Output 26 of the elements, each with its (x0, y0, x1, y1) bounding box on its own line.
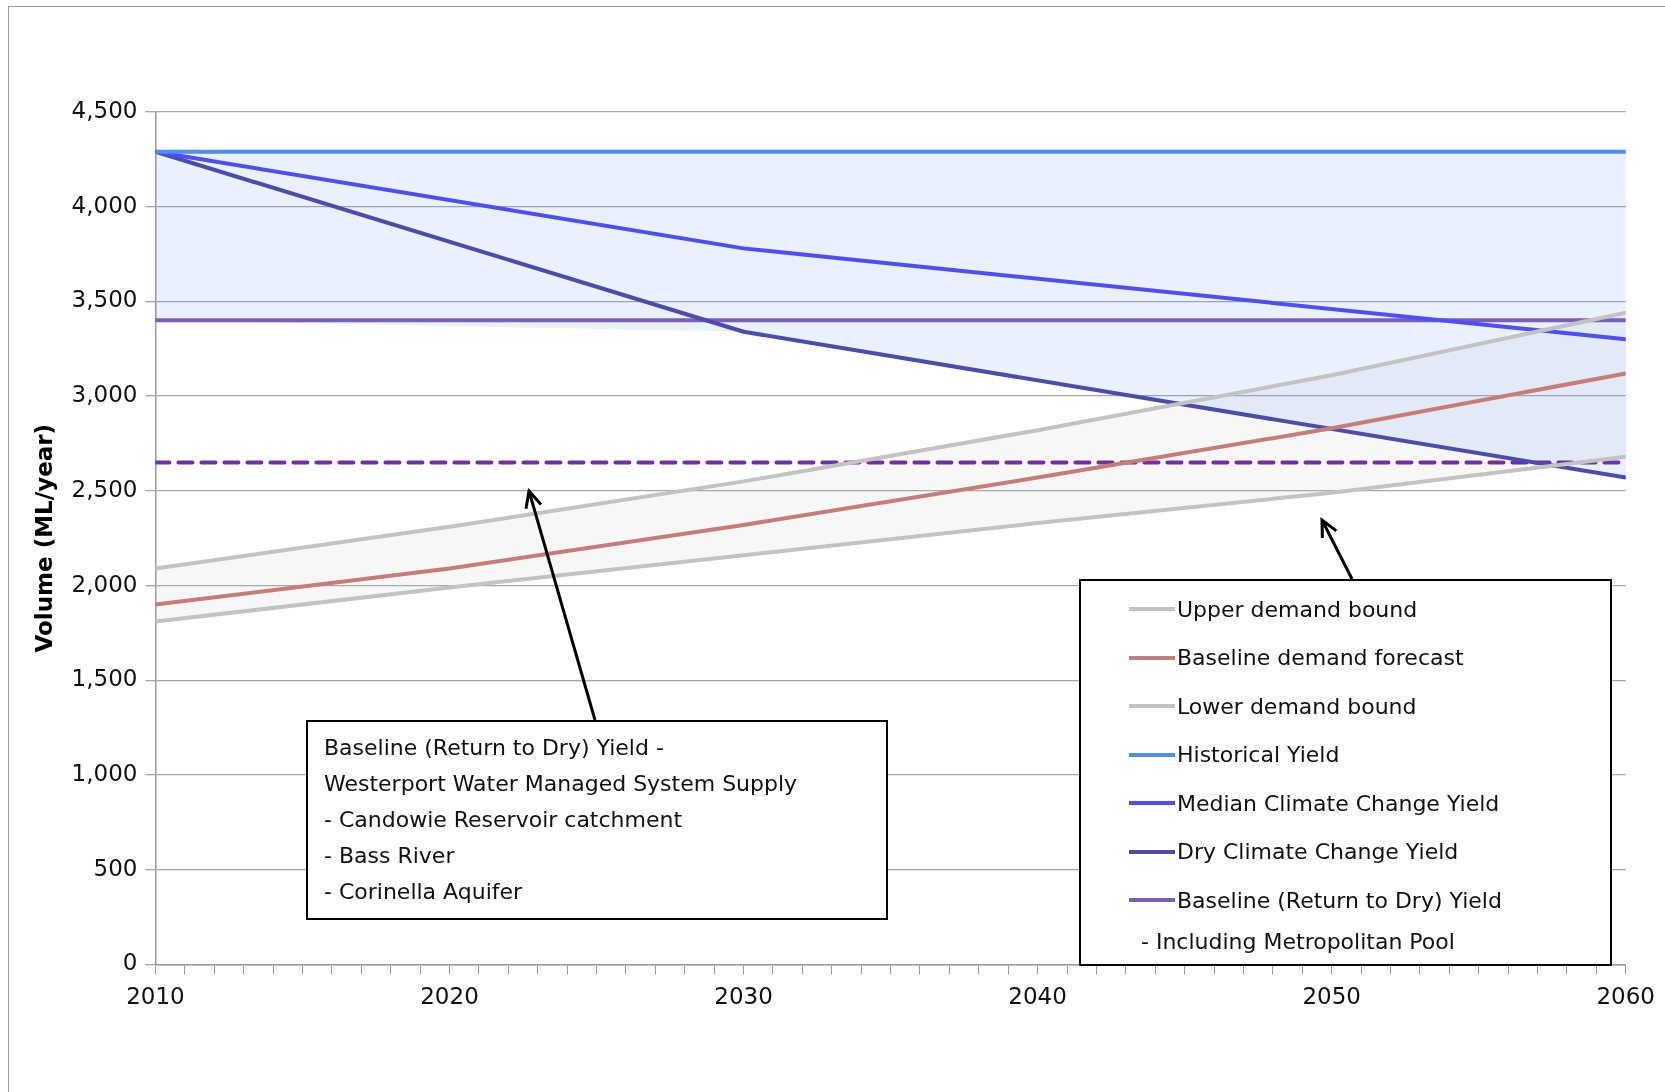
x-tick-label: 2020 (420, 983, 479, 1010)
y-tick-label: 3,000 (71, 381, 138, 408)
y-tick-label: 500 (93, 854, 138, 881)
callout-box: Baseline (Return to Dry) Yield - Westerport Water Managed System Supply - Candowie Reservoir catchment - Bass River - Corinella Aquifer (306, 720, 888, 920)
y-tick-label: 2,500 (71, 475, 138, 502)
legend-label: Median Climate Change Yield (1177, 790, 1500, 816)
y-tick-label: 0 (122, 949, 138, 976)
x-tick-label: 2040 (1008, 983, 1067, 1010)
annotation: - Including Metropolitan Pool (1140, 927, 1456, 956)
legend-label: Historical Yield (1177, 742, 1340, 768)
y-axis-title: Volume (ML/year) (30, 423, 57, 653)
legend-label: Upper demand bound (1177, 596, 1418, 622)
y-tick-label: 1,000 (71, 759, 138, 786)
legend-label: Baseline (Return to Dry) Yield (1177, 887, 1502, 913)
x-tick-label: 2030 (714, 983, 773, 1010)
x-tick-label: 2010 (126, 983, 185, 1010)
legend-label: Baseline demand forecast (1177, 645, 1464, 671)
y-tick-label: 4,500 (71, 96, 138, 123)
legend-label: Dry Climate Change Yield (1177, 839, 1459, 865)
y-tick-label: 1,500 (71, 665, 138, 692)
x-tick-label: 2060 (1596, 983, 1656, 1010)
x-tick-label: 2050 (1302, 983, 1361, 1010)
y-tick-label: 3,500 (71, 286, 138, 313)
y-tick-label: 4,000 (71, 191, 138, 218)
y-tick-label: 2,000 (71, 570, 138, 597)
legend-label: Lower demand bound (1177, 693, 1417, 719)
